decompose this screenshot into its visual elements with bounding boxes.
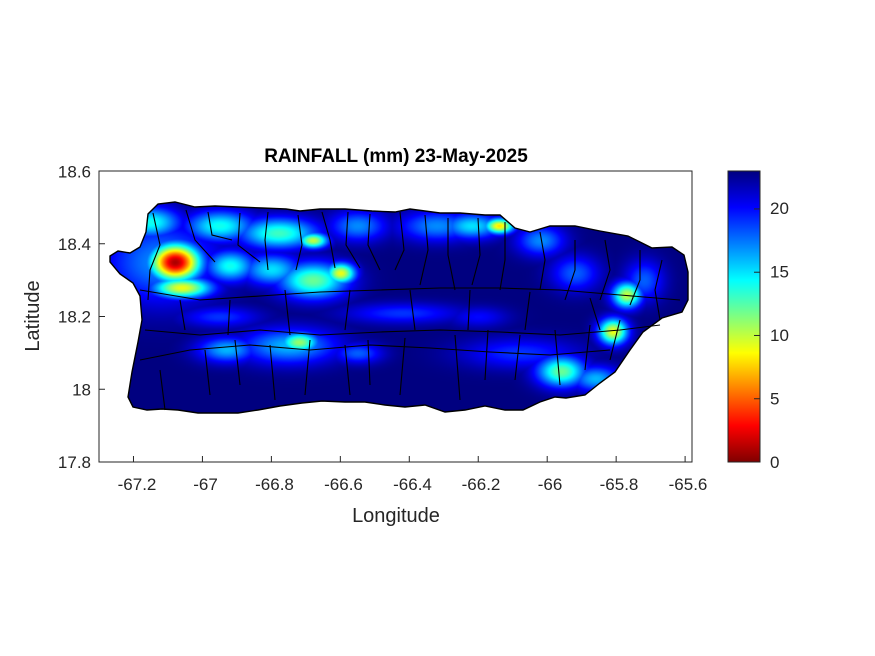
colorbar-tick-label: 5 bbox=[770, 390, 779, 409]
colorbar-tick-label: 20 bbox=[770, 199, 789, 218]
x-tick-label: -67 bbox=[193, 475, 218, 494]
x-tick-label: -66.4 bbox=[393, 475, 432, 494]
y-tick-label: 18.2 bbox=[58, 308, 91, 327]
y-tick-label: 18.4 bbox=[58, 235, 91, 254]
colorbar-tick-label: 15 bbox=[770, 263, 789, 282]
x-tick-label: -66 bbox=[538, 475, 563, 494]
y-tick-label: 17.8 bbox=[58, 453, 91, 472]
y-tick-label: 18.6 bbox=[58, 163, 91, 182]
x-tick-label: -67.2 bbox=[118, 475, 157, 494]
x-tick-label: -65.8 bbox=[600, 475, 639, 494]
x-tick-label: -65.6 bbox=[669, 475, 708, 494]
x-tick-labels: -67.2 -67 -66.8 -66.6 -66.4 -66.2 -66 -6… bbox=[118, 475, 708, 494]
rainfall-field bbox=[110, 202, 688, 413]
x-axis-label: Longitude bbox=[352, 505, 440, 527]
colorbar: 0 5 10 15 20 bbox=[727, 170, 789, 472]
y-axis-label: Latitude bbox=[22, 280, 44, 351]
plot-title: RAINFALL (mm) 23-May-2025 bbox=[264, 146, 528, 167]
municipality-borders bbox=[109, 201, 689, 414]
colorbar-gradient bbox=[727, 170, 761, 463]
x-tick-label: -66.2 bbox=[462, 475, 501, 494]
y-tick-labels: 17.8 18 18.2 18.4 18.6 bbox=[58, 163, 91, 473]
coastline bbox=[109, 201, 689, 414]
colorbar-tick-label: 10 bbox=[770, 326, 789, 345]
colorbar-tick-label: 0 bbox=[770, 453, 779, 472]
x-tick-label: -66.6 bbox=[324, 475, 363, 494]
y-tick-label: 18 bbox=[72, 381, 91, 400]
x-tick-label: -66.8 bbox=[255, 475, 294, 494]
